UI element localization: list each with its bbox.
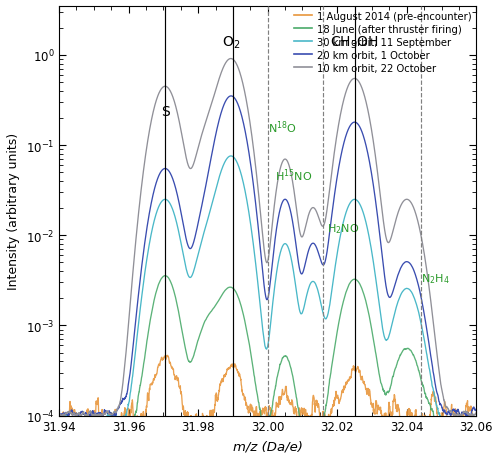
Text: N$^{18}$O: N$^{18}$O (268, 119, 296, 135)
Text: O$_2$: O$_2$ (222, 34, 240, 50)
Y-axis label: Intensity (arbitrary units): Intensity (arbitrary units) (7, 133, 20, 290)
Text: S: S (161, 105, 170, 119)
Text: CH$_3$OH: CH$_3$OH (330, 34, 379, 50)
Text: H$^{15}$NO: H$^{15}$NO (274, 167, 312, 184)
X-axis label: m/z (Da/e): m/z (Da/e) (233, 439, 302, 452)
Text: H$_2$NO: H$_2$NO (327, 222, 359, 236)
Legend: 1 August 2014 (pre-encounter), 18 June (after thruster firing), 30 km orbit, 11 : 1 August 2014 (pre-encounter), 18 June (… (294, 12, 472, 74)
Text: N$_2$H$_4$: N$_2$H$_4$ (420, 272, 450, 285)
